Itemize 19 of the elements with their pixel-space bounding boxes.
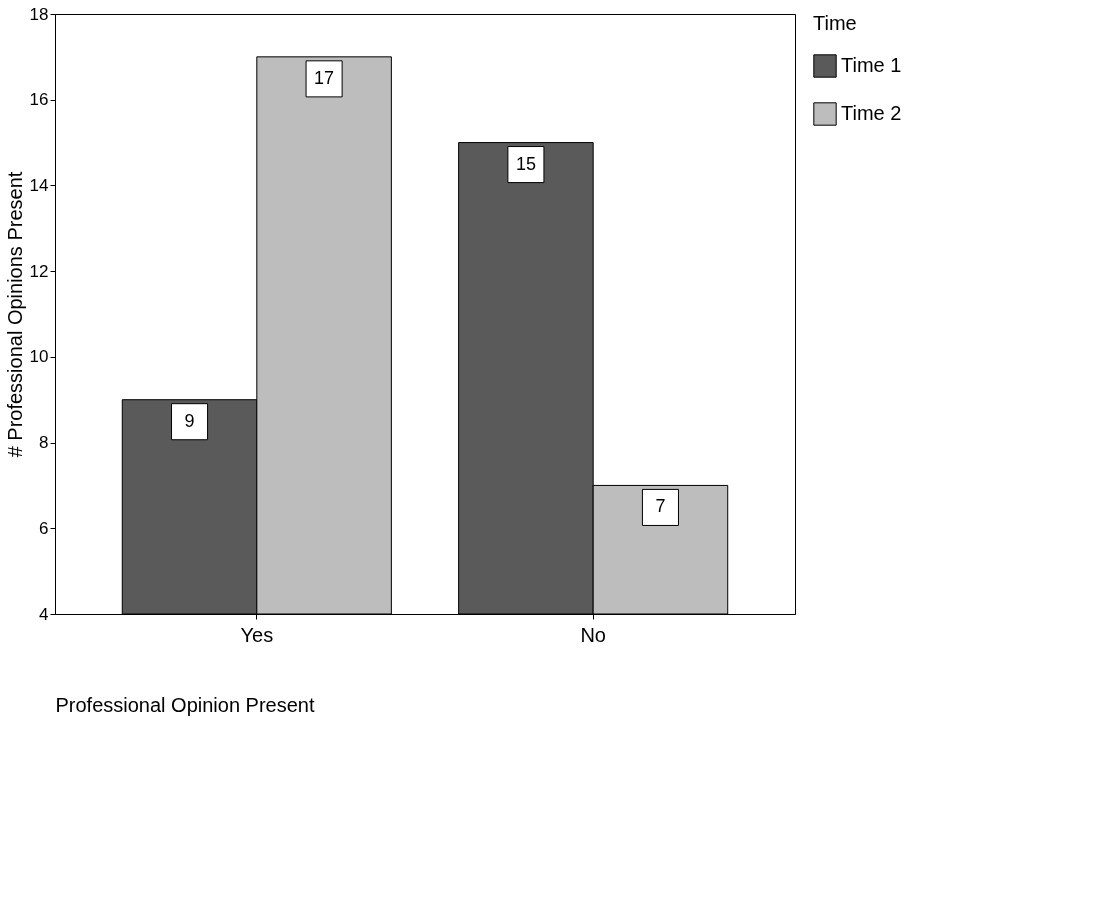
y-tick-label: 6 [39,518,49,538]
y-tick-label: 10 [29,347,49,367]
y-tick-label: 16 [29,90,49,110]
data-label: 15 [515,153,536,174]
x-tick-label: No [580,623,606,646]
legend-label: Time 1 [841,54,902,76]
y-tick-label: 8 [39,433,49,453]
data-label: 7 [655,496,666,517]
y-tick-label: 4 [39,604,49,624]
data-label: 9 [184,410,195,431]
y-tick-label: 18 [29,4,49,24]
y-axis-title: # Professional Opinions Present [3,171,26,458]
legend-title: Time [813,12,857,34]
y-tick-label: 14 [29,175,49,195]
legend-label: Time 2 [841,102,902,124]
x-tick-label: Yes [240,623,274,646]
y-tick-label: 12 [29,261,49,281]
x-axis-title: Professional Opinion Present [55,693,315,716]
data-label: 17 [314,67,335,88]
